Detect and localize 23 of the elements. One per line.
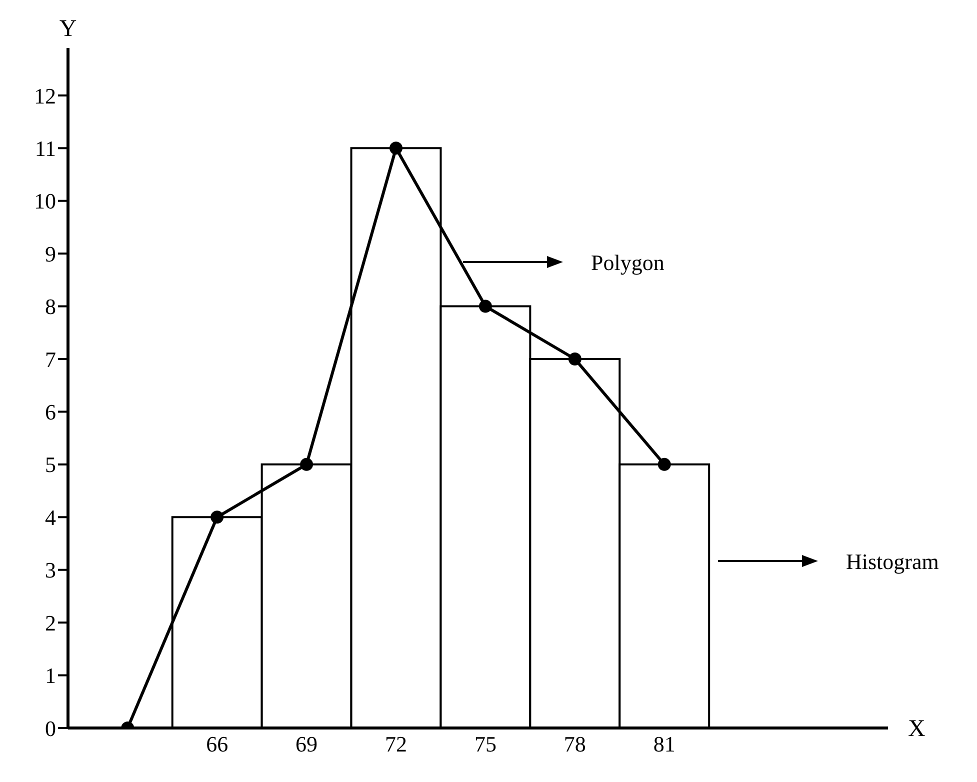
y-tick-label: 9 [45,241,56,266]
annotation: Polygon [591,250,664,275]
y-tick-label: 12 [34,83,56,108]
y-tick-label: 3 [45,558,56,583]
y-tick-label: 7 [45,346,56,372]
y-tick-label: 2 [45,610,56,636]
annotation: Histogram [846,549,939,574]
y-tick-label: 11 [34,136,56,161]
y-tick-label: 4 [45,504,56,530]
x-tick-label: 66 [206,732,228,757]
x-tick-label: 81 [653,732,676,757]
y-tick-label: 0 [45,716,56,741]
x-tick-label: 75 [474,732,496,757]
y-axis-title: Y [59,16,77,42]
x-tick-label: 78 [564,732,586,757]
x-tick-label: 69 [296,732,318,757]
y-tick-label: 1 [45,663,56,688]
y-tick-label: 6 [45,400,56,425]
y-tick-label: 10 [34,188,56,214]
y-tick-label: 5 [45,452,56,478]
x-tick-label: 72 [385,732,407,757]
y-tick-label: 8 [45,294,56,320]
x-axis-title: X [908,716,926,742]
